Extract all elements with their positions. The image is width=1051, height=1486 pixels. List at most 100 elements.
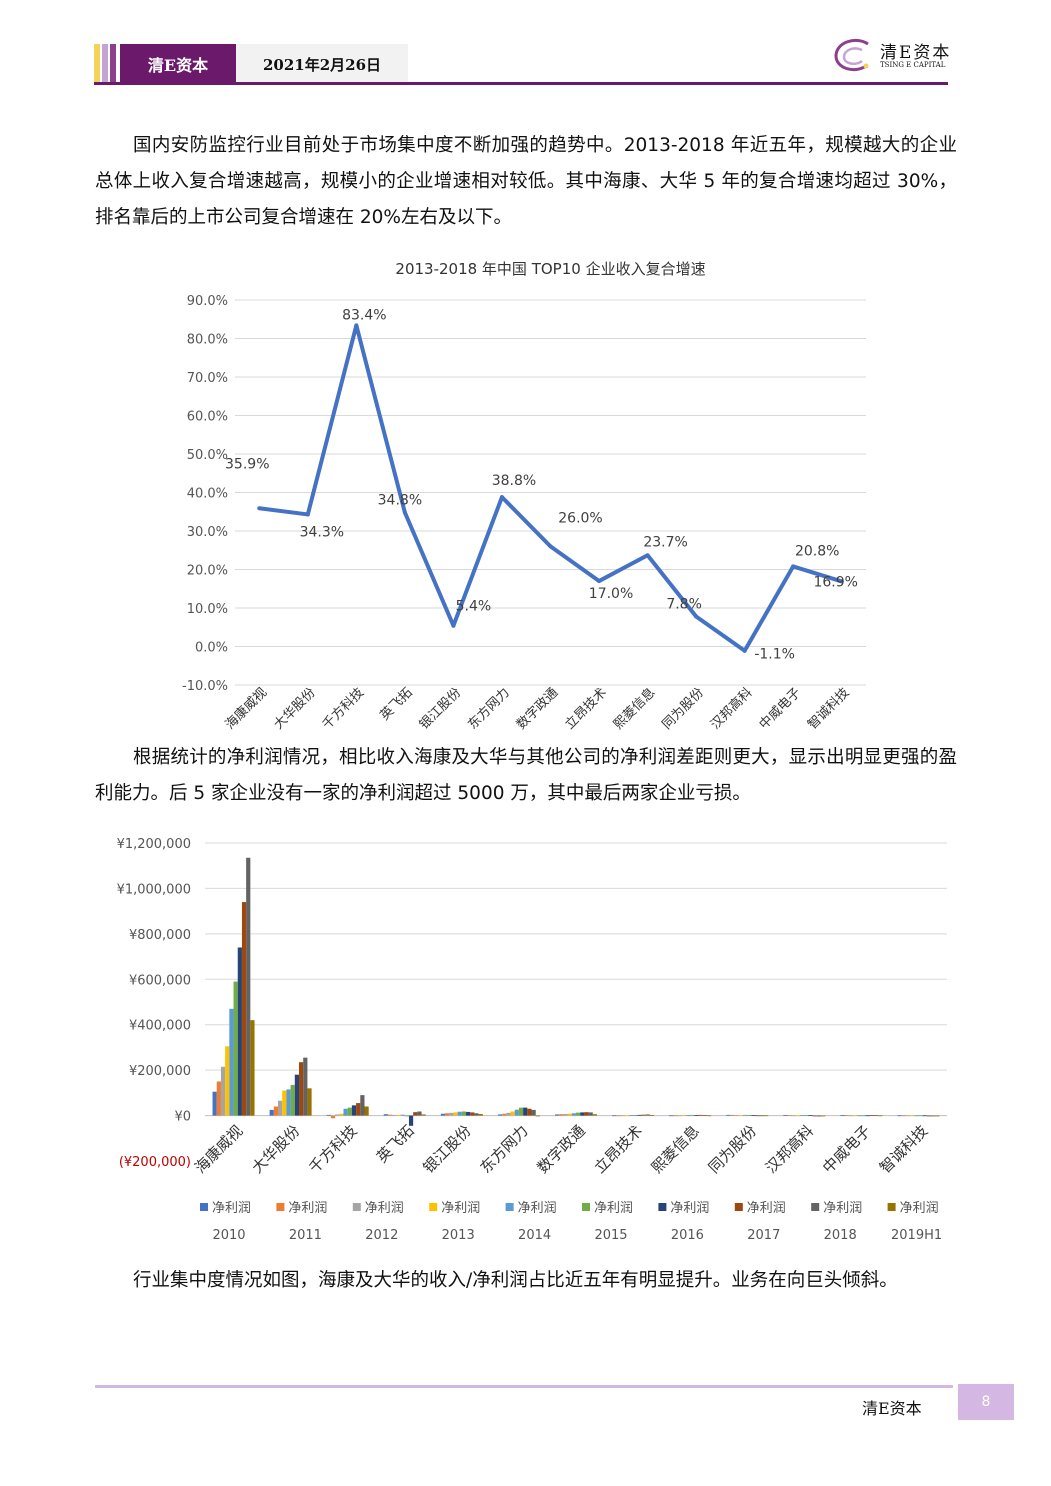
growth-line-chart: 2013-2018 年中国 TOP10 企业收入复合增速 90.0% 80.0% 70… bbox=[100, 250, 920, 730]
data-label: 83.4% bbox=[342, 307, 386, 323]
bar bbox=[303, 1057, 308, 1116]
bar bbox=[702, 1115, 707, 1116]
company-logo: 清E资本 TSING E CAPITAL bbox=[828, 36, 958, 76]
x-category-label: 银江股份 bbox=[420, 1122, 475, 1177]
header-bar-purple bbox=[110, 44, 116, 84]
header-rule bbox=[94, 82, 948, 85]
bar bbox=[335, 1114, 340, 1116]
bar bbox=[307, 1088, 312, 1116]
bar bbox=[466, 1111, 471, 1116]
paragraph-2: 根据统计的净利润情况，相比收入海康及大华与其他公司的净利润差距则更大，显示出明显… bbox=[95, 747, 957, 804]
logo-text-en: TSING E CAPITAL bbox=[880, 61, 946, 69]
bar bbox=[633, 1115, 638, 1116]
legend-period-label: 2015 bbox=[594, 1228, 627, 1243]
y-tick-label: ¥600,000 bbox=[129, 973, 191, 988]
bar bbox=[931, 1115, 936, 1117]
x-category-label: 英飞拓 bbox=[378, 685, 416, 723]
bar bbox=[726, 1114, 731, 1116]
bar bbox=[857, 1115, 862, 1117]
bar bbox=[914, 1115, 919, 1117]
bar bbox=[400, 1114, 405, 1116]
data-label: 7.8% bbox=[666, 596, 702, 612]
legend-series-name: 净利润 bbox=[365, 1201, 404, 1216]
bar bbox=[685, 1115, 691, 1116]
x-category-label: 中威电子 bbox=[757, 685, 804, 730]
bar bbox=[212, 1091, 217, 1116]
legend-series-name: 净利润 bbox=[441, 1201, 480, 1216]
bar bbox=[808, 1115, 813, 1116]
bar bbox=[869, 1115, 874, 1116]
bar bbox=[478, 1113, 483, 1116]
bar bbox=[282, 1090, 287, 1116]
bar bbox=[237, 947, 242, 1116]
bar bbox=[592, 1114, 597, 1116]
bar bbox=[791, 1115, 796, 1117]
bar bbox=[225, 1046, 230, 1116]
bar bbox=[935, 1115, 940, 1117]
y-tick-label: ¥200,000 bbox=[129, 1064, 191, 1079]
bar bbox=[669, 1115, 674, 1117]
data-label: 38.8% bbox=[492, 473, 536, 489]
bar bbox=[286, 1089, 291, 1116]
bar bbox=[812, 1115, 817, 1117]
x-category-label: 同为股份 bbox=[705, 1122, 760, 1177]
data-point bbox=[499, 495, 504, 500]
bar bbox=[848, 1115, 853, 1117]
bar bbox=[250, 1020, 255, 1116]
bar bbox=[567, 1113, 572, 1116]
footer-brand: 清E资本 bbox=[862, 1399, 922, 1418]
bar bbox=[673, 1115, 678, 1117]
bar bbox=[559, 1114, 564, 1116]
legend-series-name: 净利润 bbox=[823, 1201, 862, 1216]
bar bbox=[677, 1115, 682, 1117]
paragraph-1: 国内安防监控行业目前处于市场集中度不断加强的趋势中。2013-2018 年近五年… bbox=[95, 135, 957, 228]
bar bbox=[347, 1107, 352, 1116]
legend-period-label: 2018 bbox=[824, 1228, 857, 1243]
data-label: 20.8% bbox=[795, 543, 839, 559]
legend-series-name: 净利润 bbox=[212, 1201, 251, 1216]
bar bbox=[616, 1115, 621, 1117]
data-point bbox=[597, 579, 602, 584]
bar bbox=[531, 1109, 536, 1116]
data-label: 23.7% bbox=[643, 534, 687, 550]
bar bbox=[821, 1115, 826, 1117]
bar bbox=[873, 1115, 879, 1116]
legend-swatch bbox=[429, 1203, 438, 1211]
legend-period-label: 2014 bbox=[518, 1228, 551, 1243]
legend-period-label: 2016 bbox=[671, 1228, 704, 1243]
x-category-label: 中威电子 bbox=[819, 1122, 874, 1177]
bar bbox=[440, 1113, 446, 1116]
bar bbox=[413, 1112, 418, 1116]
bar bbox=[910, 1115, 915, 1117]
bar bbox=[901, 1115, 906, 1117]
bar bbox=[383, 1114, 388, 1116]
y-tick-label: 20.0% bbox=[187, 564, 228, 579]
header-color-bars bbox=[94, 44, 120, 84]
bar bbox=[795, 1115, 801, 1117]
y-tick-label: ¥400,000 bbox=[129, 1019, 191, 1034]
legend-swatch bbox=[811, 1203, 820, 1211]
x-category-label: 汉邦高科 bbox=[762, 1122, 817, 1177]
data-label: 16.9% bbox=[813, 574, 857, 590]
bar bbox=[751, 1115, 756, 1116]
bar bbox=[417, 1111, 422, 1116]
bar bbox=[408, 1115, 414, 1126]
x-category-label: 东方网力 bbox=[477, 1122, 532, 1177]
bar bbox=[273, 1106, 279, 1116]
data-label: 34.3% bbox=[300, 524, 344, 540]
x-category-label: 熙菱信息 bbox=[648, 1122, 703, 1177]
legend-series-name: 净利润 bbox=[670, 1201, 709, 1216]
bar bbox=[269, 1109, 274, 1116]
legend-series-name: 净利润 bbox=[900, 1201, 939, 1216]
bar bbox=[220, 1066, 226, 1116]
bar bbox=[747, 1115, 752, 1116]
legend-swatch bbox=[505, 1203, 514, 1211]
bar bbox=[453, 1112, 458, 1116]
x-category-label: 英飞拓 bbox=[373, 1122, 418, 1167]
bar bbox=[804, 1115, 809, 1116]
bar bbox=[474, 1113, 479, 1116]
bar bbox=[698, 1114, 703, 1116]
bar bbox=[351, 1105, 357, 1116]
bar bbox=[523, 1107, 528, 1116]
bar bbox=[759, 1115, 765, 1117]
